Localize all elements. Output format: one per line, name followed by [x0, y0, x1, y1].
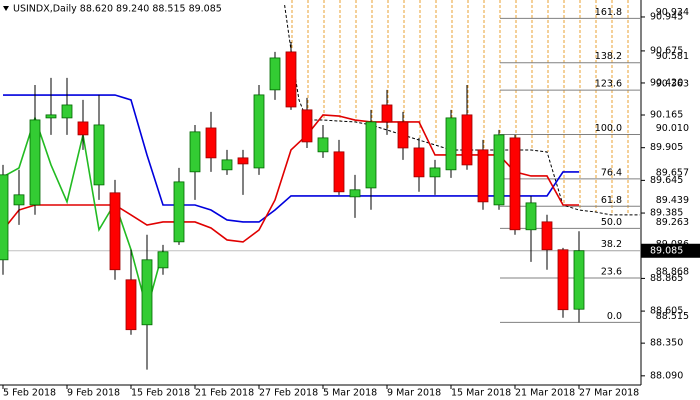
candle-body — [237, 157, 249, 165]
fib-ratio: 123.6 — [595, 79, 622, 90]
fib-price: 88.868 — [656, 267, 689, 278]
candle-body — [493, 134, 505, 206]
fib-ratio: 38.2 — [601, 239, 622, 250]
y-tick-label: 89.645 — [650, 175, 683, 186]
candle-body — [45, 114, 57, 119]
y-tick-label: 88.865 — [650, 273, 683, 284]
y-tick-label: 90.675 — [650, 45, 683, 56]
candle-body — [29, 119, 41, 206]
candle-body — [221, 159, 233, 171]
price-box — [641, 243, 700, 258]
candle-body — [301, 109, 313, 143]
candle-body — [285, 51, 297, 108]
fib-ratio: 61.8 — [601, 195, 622, 206]
candle-body — [205, 127, 217, 159]
fib-price: 90.363 — [656, 79, 689, 90]
y-tick-label: 88.605 — [650, 306, 683, 317]
chart-header: USINDX,Daily 88.620 89.240 88.515 89.085 — [13, 4, 222, 15]
y-tick-label: 88.090 — [650, 370, 683, 381]
candle-body — [109, 192, 121, 271]
fib-price: 88.515 — [656, 311, 689, 322]
y-tick-label: 90.165 — [650, 110, 683, 121]
candle-body — [461, 114, 473, 166]
candle-body — [429, 167, 441, 178]
fib-price: 90.934 — [656, 7, 689, 18]
candle-body — [13, 194, 25, 206]
x-tick-label: 21 Feb 2018 — [195, 388, 254, 399]
candle-body — [189, 131, 201, 173]
fib-price: 89.263 — [656, 217, 689, 228]
fib-price: 90.581 — [656, 51, 689, 62]
x-tick-label: 5 Mar 2018 — [323, 388, 377, 399]
plot-area — [0, 0, 640, 370]
candle-body — [269, 57, 281, 91]
candle-body — [365, 121, 377, 189]
candle-body — [157, 251, 169, 269]
x-tick-label: 15 Feb 2018 — [131, 388, 190, 399]
candle-body — [397, 121, 409, 149]
x-tick-label: 9 Mar 2018 — [387, 388, 441, 399]
x-tick-label: 27 Mar 2018 — [579, 388, 639, 399]
fib-price: 90.010 — [656, 123, 689, 134]
candle-body — [253, 94, 265, 169]
candle-body — [125, 279, 137, 331]
price-box-label: 89.085 — [650, 245, 683, 256]
x-tick-label: 5 Feb 2018 — [3, 388, 56, 399]
x-tick-label: 27 Feb 2018 — [259, 388, 318, 399]
fib-ratio: 100.0 — [595, 123, 622, 134]
candle-body — [141, 259, 153, 326]
x-tick-label: 21 Mar 2018 — [515, 388, 575, 399]
y-tick-label: 89.385 — [650, 208, 683, 219]
fib-ratio: 138.2 — [595, 51, 622, 62]
candle-body — [333, 151, 345, 193]
candle-body — [173, 181, 185, 243]
candle-body — [509, 137, 521, 231]
y-tick-label: 90.420 — [650, 77, 683, 88]
candle-body — [557, 249, 569, 311]
y-tick-label: 90.945 — [650, 11, 683, 22]
candle-body — [573, 250, 585, 310]
candle-body — [381, 104, 393, 123]
fib-ratio: 76.4 — [601, 167, 622, 178]
header-icon — [3, 6, 9, 11]
fib-ratio: 161.8 — [595, 7, 622, 18]
candle-body — [445, 117, 457, 171]
candle-body — [349, 189, 361, 198]
y-tick-label: 88.350 — [650, 338, 683, 349]
fib-ratio: 50.0 — [601, 217, 622, 228]
x-tick-label: 9 Feb 2018 — [67, 388, 120, 399]
y-tick-label: 89.905 — [650, 142, 683, 153]
fib-price: 89.657 — [656, 167, 689, 178]
candle-body — [413, 147, 425, 178]
candle-body — [541, 221, 553, 251]
candle-body — [525, 202, 537, 231]
fib-price: 89.439 — [656, 195, 689, 206]
candle-body — [317, 137, 329, 153]
candle-body — [477, 149, 489, 203]
x-tick-label: 15 Mar 2018 — [451, 388, 511, 399]
fib-ratio: 0.0 — [607, 311, 622, 322]
fib-ratio: 23.6 — [601, 267, 622, 278]
candle-body — [77, 121, 89, 136]
candle-body — [0, 174, 9, 261]
candle-body — [93, 124, 105, 186]
candle-body — [61, 104, 73, 119]
